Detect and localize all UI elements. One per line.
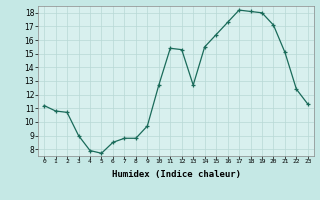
X-axis label: Humidex (Indice chaleur): Humidex (Indice chaleur) — [111, 170, 241, 179]
